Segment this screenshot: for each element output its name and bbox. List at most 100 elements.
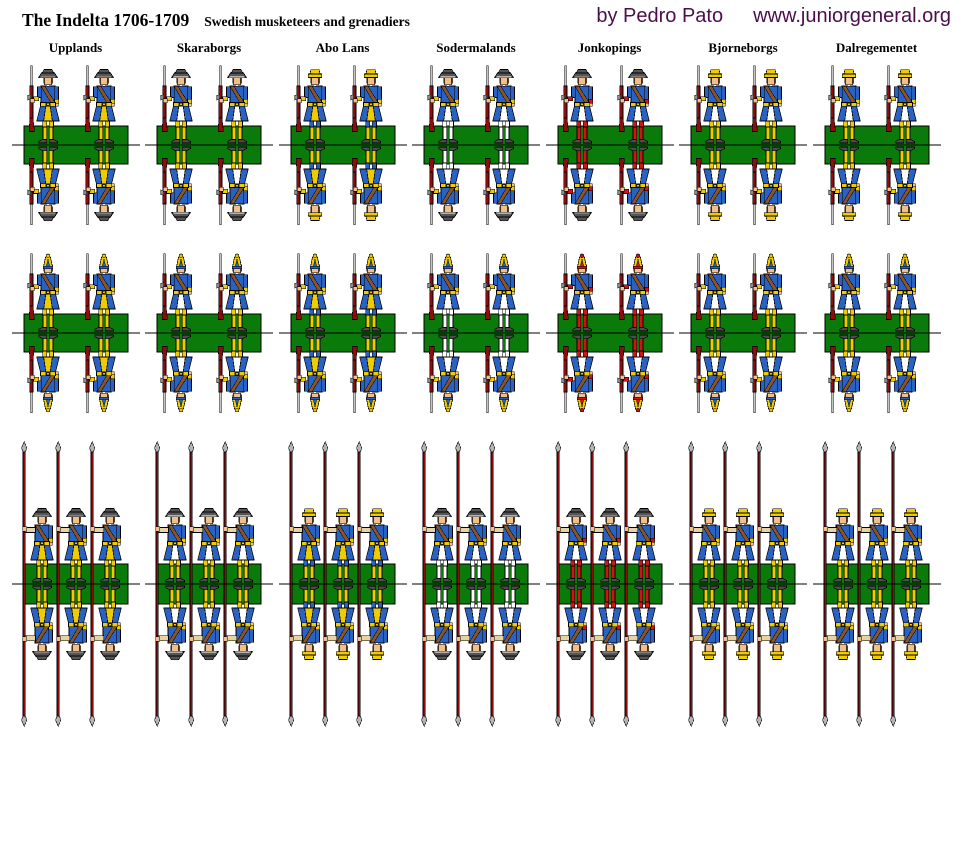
unit-grenadier-sodermalands	[410, 245, 542, 421]
musketeer-figure	[750, 65, 783, 144]
pikeman-figure	[89, 508, 122, 583]
grenadier-figure	[216, 334, 249, 413]
pikeman-figure	[723, 508, 755, 583]
grenadier-unit-art	[545, 253, 674, 413]
musketeer-unit-art	[11, 65, 140, 225]
front-rank	[554, 441, 656, 585]
musketeer-figure	[427, 65, 460, 144]
regiment-header-abo-lans: Abo Lans	[315, 40, 370, 55]
front-rank	[821, 441, 923, 585]
pikeman-figure	[757, 585, 789, 660]
musketeer-figure	[827, 65, 861, 144]
front-rank	[160, 65, 249, 144]
grenadier-figure	[483, 253, 516, 332]
musketeer-figure	[483, 146, 516, 225]
pikeman-figure	[422, 585, 454, 660]
unit-grenadier-dalregementet	[811, 245, 943, 421]
pikeman-figure	[555, 508, 588, 583]
pikeman-figure	[890, 585, 923, 660]
unit-pikeman-dalregementet	[811, 441, 943, 727]
pikeman-figure	[21, 585, 54, 660]
unit-pikeman-bjorneborgs	[677, 441, 809, 727]
musketeer-figure	[82, 65, 116, 144]
pikeman-figure	[723, 585, 755, 660]
mirrored-rank	[694, 334, 783, 413]
mirrored-rank	[26, 334, 116, 413]
musketeer-figure	[216, 146, 249, 225]
musketeer-figure	[694, 146, 727, 225]
grenadier-unit-art	[11, 253, 140, 413]
grenadier-figure	[160, 334, 193, 413]
pikeman-figure	[155, 585, 187, 660]
pikeman-figure	[21, 508, 54, 583]
regiment-header-skaraborgs: Skaraborgs	[176, 40, 242, 55]
pikeman-figure	[422, 508, 454, 583]
mirrored-rank	[827, 146, 917, 225]
grenadier-figure	[483, 334, 516, 413]
pikeman-figure	[757, 508, 789, 583]
pikeman-figure	[623, 508, 656, 583]
musketeer-unit-art	[278, 65, 407, 225]
pikeman-unit-art	[545, 441, 674, 727]
pikeman-figure	[589, 585, 622, 660]
mirrored-rank	[821, 583, 923, 727]
pikeman-figure	[822, 585, 855, 660]
unit-grenadier-upplands	[10, 245, 142, 421]
musketeer-figure	[293, 146, 327, 225]
mirrored-rank	[688, 583, 789, 727]
musketeer-figure	[560, 65, 594, 144]
grenadier-figure	[349, 253, 383, 332]
front-rank	[26, 253, 116, 332]
unit-musketeer-upplands	[10, 62, 142, 228]
grenadier-figure	[427, 253, 460, 332]
pikeman-unit-art	[11, 441, 140, 727]
pikeman-figure	[689, 585, 721, 660]
unit-grenadier-bjorneborgs	[677, 245, 809, 421]
musketeer-unit-art	[412, 65, 540, 225]
musketeer-figure	[616, 65, 650, 144]
pikeman-figure	[288, 585, 321, 660]
unit-musketeer-skaraborgs	[143, 62, 275, 228]
pikeman-figure	[856, 508, 889, 583]
front-rank	[421, 441, 522, 585]
musketeer-figure	[216, 65, 249, 144]
unit-pikeman-upplands	[10, 441, 142, 727]
mirrored-rank	[26, 146, 116, 225]
pikeman-figure	[223, 585, 255, 660]
grenadier-figure	[560, 334, 594, 413]
unit-grenadier-abo-lans	[277, 245, 409, 421]
grenadier-figure	[82, 253, 116, 332]
pikeman-figure	[456, 508, 488, 583]
front-rank	[694, 253, 783, 332]
grenadier-unit-art	[412, 253, 540, 413]
grenadier-figure	[616, 334, 650, 413]
grenadier-figure	[827, 334, 861, 413]
grenadier-figure	[82, 334, 116, 413]
musketeer-unit-art	[812, 65, 941, 225]
musketeer-figure	[827, 146, 861, 225]
front-rank	[427, 65, 516, 144]
front-rank	[26, 65, 116, 144]
front-rank	[160, 253, 249, 332]
mirrored-rank	[160, 334, 249, 413]
unit-grenadier-jonkopings	[544, 245, 676, 421]
pikeman-figure	[189, 508, 221, 583]
front-rank	[427, 253, 516, 332]
grenadier-figure	[26, 334, 60, 413]
pikeman-figure	[55, 508, 88, 583]
mirrored-rank	[154, 583, 255, 727]
pikeman-figure	[856, 585, 889, 660]
grenadier-figure	[694, 253, 727, 332]
grenadier-figure	[293, 253, 327, 332]
regiment-header-dalregementet: Dalregementet	[835, 40, 918, 55]
grenadier-figure	[216, 253, 249, 332]
title-block: The Indelta 1706-1709 Swedish musketeers…	[22, 10, 410, 31]
front-rank	[827, 65, 917, 144]
musketeer-figure	[349, 146, 383, 225]
site-url: www.juniorgeneral.org	[753, 5, 951, 27]
pikeman-figure	[223, 508, 255, 583]
grenadier-unit-art	[812, 253, 941, 413]
mirrored-rank	[560, 334, 650, 413]
unit-musketeer-jonkopings	[544, 62, 676, 228]
